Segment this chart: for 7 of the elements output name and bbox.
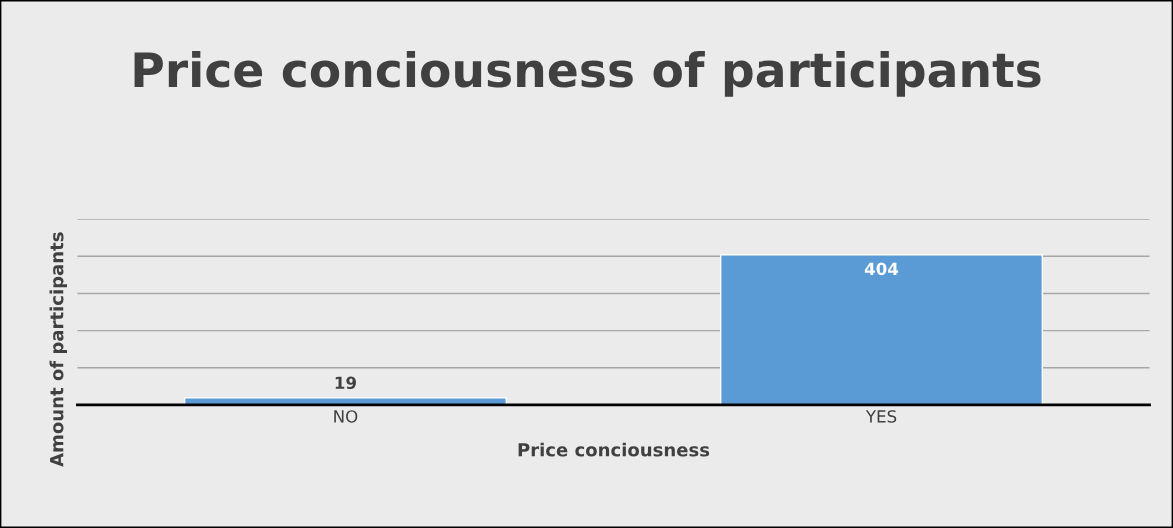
data-label: 19	[335, 376, 356, 390]
x-axis-title: Price conciousness	[518, 442, 710, 457]
chart-title: Price conciousness of participants	[134, 51, 1041, 97]
x-tick-label: YES	[865, 410, 897, 423]
x-tick-label: NO	[334, 410, 358, 423]
data-label: 404	[864, 262, 899, 276]
y-axis-title: Amount of participants	[49, 232, 67, 467]
